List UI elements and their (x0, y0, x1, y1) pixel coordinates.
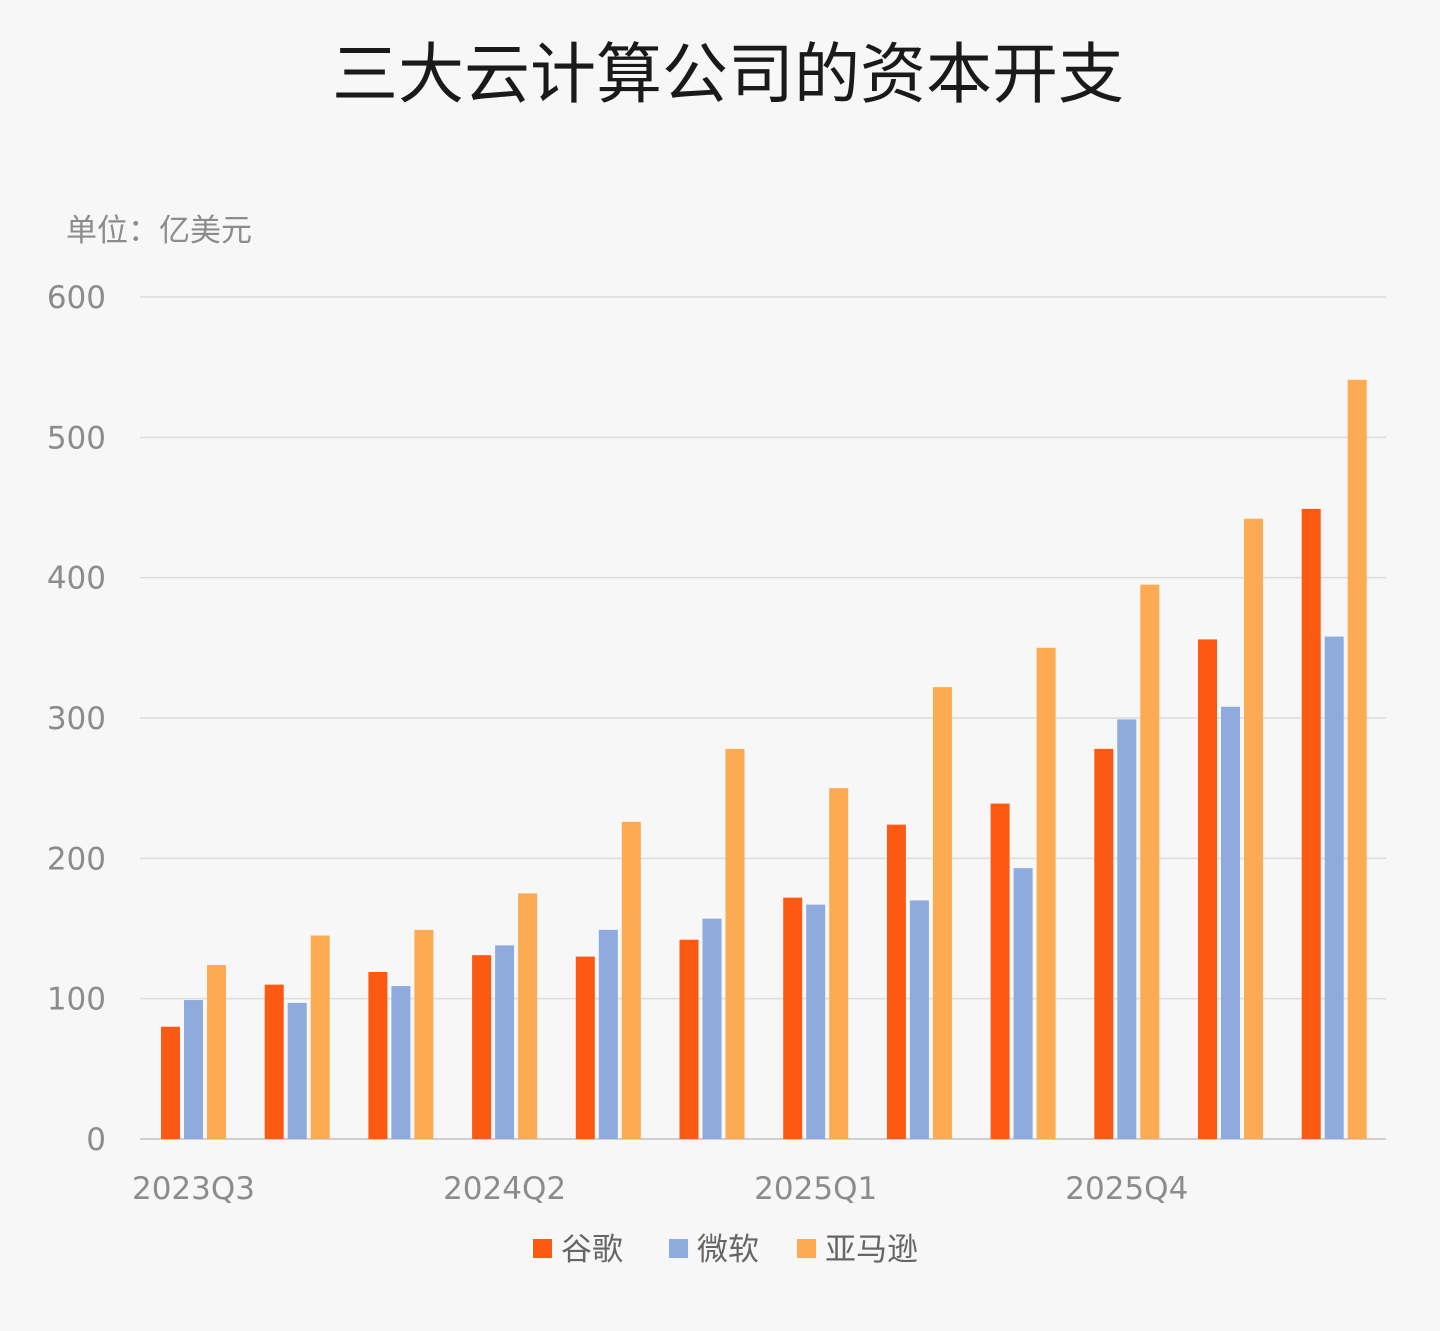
x-tick-label-2024Q2: 2024Q2 (443, 1171, 566, 1207)
bar-series1-cat2 (391, 986, 411, 1139)
legend-swatch-0 (533, 1239, 552, 1258)
bar-series1-cat8 (1013, 868, 1033, 1139)
unit-label: 单位：亿美元 (66, 213, 252, 249)
bar-series2-cat5 (725, 748, 745, 1139)
bar-series0-cat1 (264, 984, 284, 1139)
bar-series1-cat1 (287, 1002, 307, 1139)
bar-series0-cat3 (472, 955, 492, 1139)
bar-series1-cat0 (184, 1000, 203, 1139)
x-tick-label-2025Q1: 2025Q1 (754, 1171, 877, 1207)
bar-series0-cat11 (1301, 508, 1321, 1139)
bar-series1-cat7 (909, 900, 929, 1139)
y-axis-ticks: 0 100 200 300 400 500 600 (47, 280, 106, 1158)
bar-series0-cat9 (1094, 748, 1114, 1139)
bar-series1-cat5 (702, 918, 722, 1139)
bars (161, 379, 1367, 1140)
x-tick-label-2025Q4: 2025Q4 (1065, 1171, 1188, 1207)
bar-series2-cat11 (1347, 379, 1367, 1140)
bar-series0-cat10 (1198, 639, 1217, 1139)
bar-series2-cat10 (1244, 518, 1263, 1139)
legend: 谷歌 微软 亚马逊 (533, 1232, 918, 1268)
chart-title: 三大云计算公司的资本开支 (332, 36, 1124, 113)
y-tick-label-500: 500 (47, 420, 106, 456)
legend-swatch-2 (797, 1239, 816, 1258)
bar-series2-cat3 (518, 893, 538, 1139)
bar-series1-cat11 (1324, 636, 1344, 1139)
bar-series2-cat0 (207, 964, 226, 1139)
legend-swatch-1 (669, 1239, 688, 1258)
x-tick-label-2023Q3: 2023Q3 (132, 1171, 255, 1207)
legend-label-1: 微软 (697, 1232, 759, 1268)
bar-series0-cat6 (783, 897, 803, 1139)
bar-series0-cat5 (679, 939, 699, 1139)
bar-series1-cat10 (1221, 706, 1240, 1139)
bar-series2-cat8 (1036, 647, 1056, 1139)
bar-series1-cat4 (598, 929, 618, 1139)
bar-series0-cat7 (886, 824, 906, 1139)
bar-series2-cat2 (414, 929, 434, 1139)
legend-label-2: 亚马逊 (825, 1232, 918, 1268)
bar-series0-cat8 (990, 803, 1010, 1139)
bar-series1-cat6 (806, 904, 826, 1139)
y-tick-label-200: 200 (47, 841, 106, 877)
y-tick-label-600: 600 (47, 280, 106, 316)
legend-label-0: 谷歌 (561, 1232, 623, 1268)
bar-series2-cat9 (1140, 584, 1160, 1139)
y-tick-label-400: 400 (47, 561, 106, 597)
bar-series0-cat0 (161, 1026, 180, 1139)
bar-series2-cat1 (310, 935, 330, 1139)
bar-series1-cat9 (1117, 719, 1137, 1139)
bar-series0-cat4 (575, 956, 595, 1139)
bar-series2-cat7 (932, 687, 952, 1139)
bar-series2-cat6 (829, 788, 849, 1139)
bar-series0-cat2 (368, 972, 388, 1139)
grid (140, 296, 1386, 1140)
x-axis-ticks: 2023Q3 2024Q2 2025Q1 2025Q4 (132, 1171, 1188, 1207)
y-tick-label-300: 300 (47, 701, 106, 737)
y-tick-label-100: 100 (47, 982, 106, 1018)
bar-series2-cat4 (621, 821, 641, 1139)
y-tick-label-0: 0 (86, 1122, 106, 1158)
bar-series1-cat3 (495, 945, 515, 1139)
